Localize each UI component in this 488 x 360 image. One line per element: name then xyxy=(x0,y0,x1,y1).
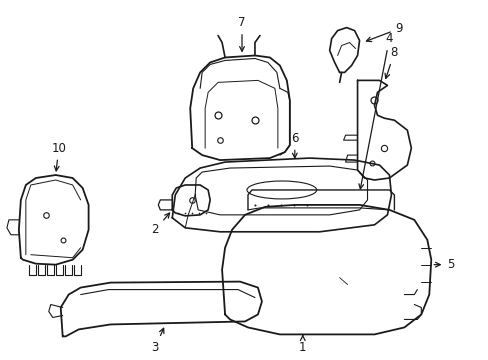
Text: 3: 3 xyxy=(151,328,163,354)
Text: 2: 2 xyxy=(151,213,169,236)
Text: 5: 5 xyxy=(433,258,454,271)
Text: 9: 9 xyxy=(366,22,402,42)
Text: 8: 8 xyxy=(384,46,397,78)
Text: 6: 6 xyxy=(290,132,298,158)
Text: 1: 1 xyxy=(299,335,306,354)
Text: 10: 10 xyxy=(51,141,66,171)
Text: 4: 4 xyxy=(358,32,392,189)
Text: 7: 7 xyxy=(238,16,245,51)
